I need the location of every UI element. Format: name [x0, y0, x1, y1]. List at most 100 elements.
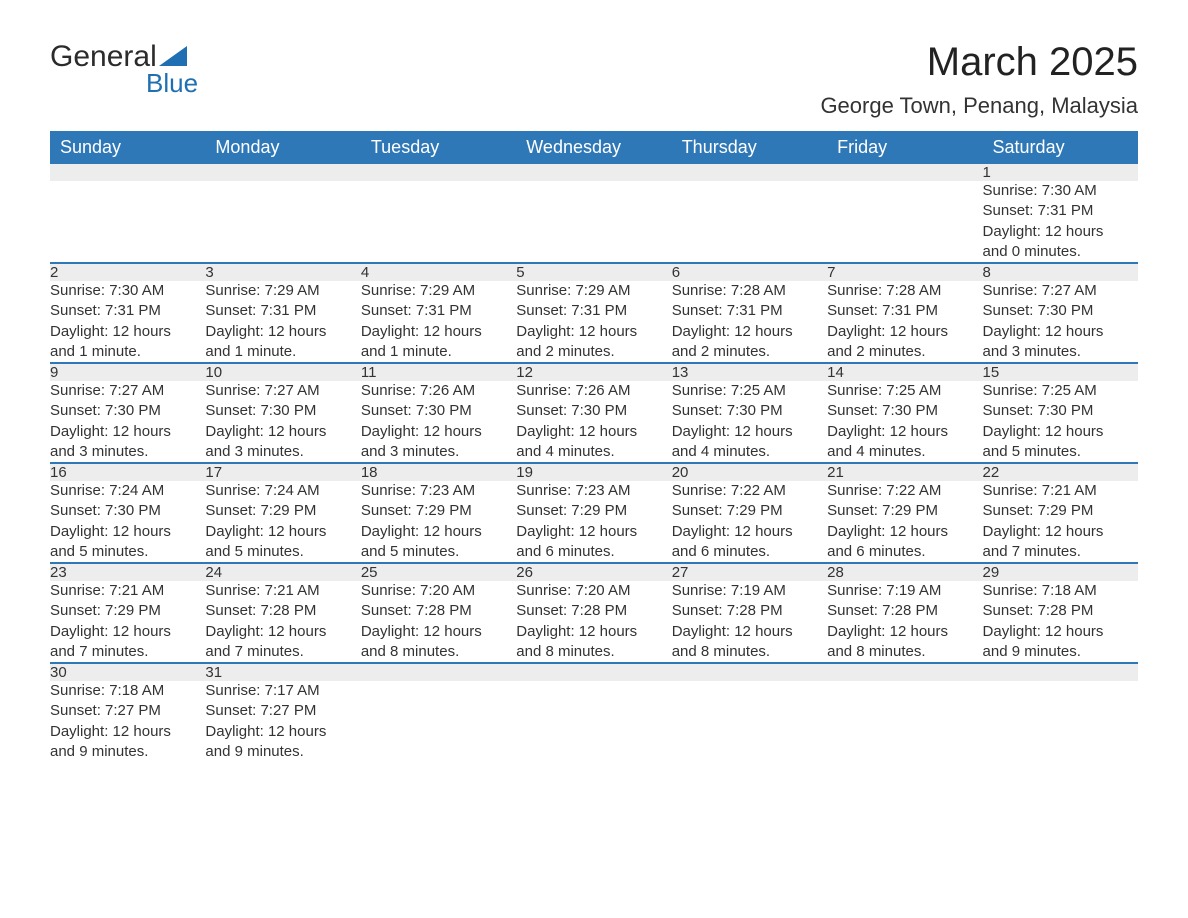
day-number-cell	[205, 164, 360, 181]
daylight-text-line2: and 3 minutes.	[50, 442, 205, 462]
daylight-text-line2: and 6 minutes.	[827, 542, 982, 562]
sunrise-text: Sunrise: 7:28 AM	[672, 281, 827, 301]
sunset-text: Sunset: 7:28 PM	[361, 601, 516, 621]
sunset-text: Sunset: 7:31 PM	[50, 301, 205, 321]
sunrise-text: Sunrise: 7:23 AM	[516, 481, 671, 501]
day-number-cell: 20	[672, 463, 827, 481]
daylight-text-line2: and 0 minutes.	[983, 242, 1138, 262]
daylight-text-line1: Daylight: 12 hours	[983, 422, 1138, 442]
weekday-header: Wednesday	[516, 131, 671, 164]
sunset-text: Sunset: 7:30 PM	[827, 401, 982, 421]
sunrise-text: Sunrise: 7:29 AM	[205, 281, 360, 301]
daylight-text-line1: Daylight: 12 hours	[361, 322, 516, 342]
day-number-cell: 18	[361, 463, 516, 481]
sunset-text: Sunset: 7:29 PM	[983, 501, 1138, 521]
daylight-text-line1: Daylight: 12 hours	[827, 522, 982, 542]
sunset-text: Sunset: 7:27 PM	[205, 701, 360, 721]
daylight-text-line2: and 5 minutes.	[983, 442, 1138, 462]
day-content-cell	[205, 181, 360, 263]
day-number-cell	[672, 164, 827, 181]
daylight-text-line1: Daylight: 12 hours	[50, 622, 205, 642]
daylight-text-line2: and 1 minute.	[361, 342, 516, 362]
location: George Town, Penang, Malaysia	[820, 93, 1138, 119]
day-number-cell: 7	[827, 263, 982, 281]
day-number-cell: 29	[983, 563, 1138, 581]
daylight-text-line2: and 8 minutes.	[361, 642, 516, 662]
day-number-cell	[50, 164, 205, 181]
day-number-row: 23242526272829	[50, 563, 1138, 581]
daylight-text-line1: Daylight: 12 hours	[516, 522, 671, 542]
sunrise-text: Sunrise: 7:24 AM	[205, 481, 360, 501]
sunset-text: Sunset: 7:28 PM	[516, 601, 671, 621]
daylight-text-line1: Daylight: 12 hours	[516, 622, 671, 642]
day-content-cell: Sunrise: 7:22 AMSunset: 7:29 PMDaylight:…	[827, 481, 982, 563]
day-content-cell: Sunrise: 7:25 AMSunset: 7:30 PMDaylight:…	[672, 381, 827, 463]
day-number-cell: 22	[983, 463, 1138, 481]
daylight-text-line1: Daylight: 12 hours	[983, 322, 1138, 342]
daylight-text-line1: Daylight: 12 hours	[672, 322, 827, 342]
sunrise-text: Sunrise: 7:26 AM	[516, 381, 671, 401]
sunset-text: Sunset: 7:27 PM	[50, 701, 205, 721]
day-content-cell: Sunrise: 7:21 AMSunset: 7:29 PMDaylight:…	[50, 581, 205, 663]
day-content-cell	[983, 681, 1138, 762]
sunrise-text: Sunrise: 7:22 AM	[672, 481, 827, 501]
weekday-header: Saturday	[983, 131, 1138, 164]
sunrise-text: Sunrise: 7:30 AM	[50, 281, 205, 301]
day-content-row: Sunrise: 7:24 AMSunset: 7:30 PMDaylight:…	[50, 481, 1138, 563]
daylight-text-line1: Daylight: 12 hours	[361, 622, 516, 642]
calendar-table: Sunday Monday Tuesday Wednesday Thursday…	[50, 131, 1138, 762]
day-content-cell: Sunrise: 7:17 AMSunset: 7:27 PMDaylight:…	[205, 681, 360, 762]
daylight-text-line1: Daylight: 12 hours	[50, 422, 205, 442]
daylight-text-line1: Daylight: 12 hours	[672, 522, 827, 542]
daylight-text-line2: and 4 minutes.	[672, 442, 827, 462]
day-content-cell: Sunrise: 7:18 AMSunset: 7:27 PMDaylight:…	[50, 681, 205, 762]
day-content-cell	[827, 181, 982, 263]
daylight-text-line2: and 8 minutes.	[672, 642, 827, 662]
daylight-text-line1: Daylight: 12 hours	[983, 622, 1138, 642]
sunset-text: Sunset: 7:30 PM	[983, 401, 1138, 421]
sunrise-text: Sunrise: 7:26 AM	[361, 381, 516, 401]
daylight-text-line1: Daylight: 12 hours	[205, 322, 360, 342]
daylight-text-line1: Daylight: 12 hours	[205, 722, 360, 742]
day-content-cell	[827, 681, 982, 762]
daylight-text-line1: Daylight: 12 hours	[50, 522, 205, 542]
sunset-text: Sunset: 7:30 PM	[205, 401, 360, 421]
day-content-cell: Sunrise: 7:19 AMSunset: 7:28 PMDaylight:…	[672, 581, 827, 663]
day-content-cell: Sunrise: 7:29 AMSunset: 7:31 PMDaylight:…	[361, 281, 516, 363]
sunrise-text: Sunrise: 7:21 AM	[983, 481, 1138, 501]
day-number-cell: 30	[50, 663, 205, 681]
sunset-text: Sunset: 7:30 PM	[516, 401, 671, 421]
weekday-header: Tuesday	[361, 131, 516, 164]
daylight-text-line2: and 6 minutes.	[672, 542, 827, 562]
day-content-row: Sunrise: 7:30 AMSunset: 7:31 PMDaylight:…	[50, 281, 1138, 363]
day-content-cell: Sunrise: 7:25 AMSunset: 7:30 PMDaylight:…	[827, 381, 982, 463]
sunrise-text: Sunrise: 7:18 AM	[50, 681, 205, 701]
day-number-cell	[827, 164, 982, 181]
day-number-cell: 31	[205, 663, 360, 681]
sunrise-text: Sunrise: 7:28 AM	[827, 281, 982, 301]
day-number-cell: 21	[827, 463, 982, 481]
day-number-cell	[672, 663, 827, 681]
day-number-cell: 14	[827, 363, 982, 381]
day-content-cell	[50, 181, 205, 263]
day-number-cell	[361, 164, 516, 181]
day-number-cell	[827, 663, 982, 681]
daylight-text-line2: and 4 minutes.	[827, 442, 982, 462]
day-content-cell: Sunrise: 7:28 AMSunset: 7:31 PMDaylight:…	[827, 281, 982, 363]
day-number-cell: 13	[672, 363, 827, 381]
sunrise-text: Sunrise: 7:25 AM	[827, 381, 982, 401]
day-content-cell: Sunrise: 7:26 AMSunset: 7:30 PMDaylight:…	[516, 381, 671, 463]
day-number-cell	[361, 663, 516, 681]
sunset-text: Sunset: 7:29 PM	[672, 501, 827, 521]
day-content-cell	[672, 681, 827, 762]
sunrise-text: Sunrise: 7:21 AM	[205, 581, 360, 601]
day-number-row: 1	[50, 164, 1138, 181]
daylight-text-line2: and 3 minutes.	[205, 442, 360, 462]
day-number-cell: 9	[50, 363, 205, 381]
daylight-text-line2: and 9 minutes.	[983, 642, 1138, 662]
sunset-text: Sunset: 7:30 PM	[361, 401, 516, 421]
day-content-cell: Sunrise: 7:29 AMSunset: 7:31 PMDaylight:…	[205, 281, 360, 363]
sunrise-text: Sunrise: 7:18 AM	[983, 581, 1138, 601]
weekday-header-row: Sunday Monday Tuesday Wednesday Thursday…	[50, 131, 1138, 164]
sunset-text: Sunset: 7:29 PM	[205, 501, 360, 521]
